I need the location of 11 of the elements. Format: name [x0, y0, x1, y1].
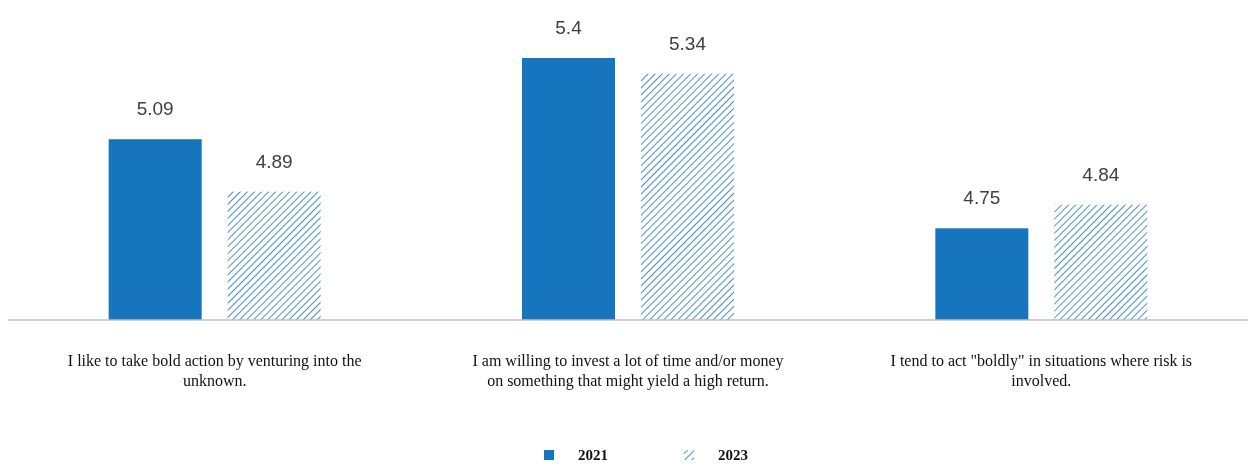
data-label: 4.89	[255, 150, 293, 172]
data-label: 5.34	[669, 32, 707, 54]
legend-label: 2021	[578, 447, 608, 463]
data-label: 4.84	[1082, 163, 1120, 185]
x-tick-label: I like to take bold action by venturing into the unknown.	[67, 352, 362, 389]
x-tick-label: I am willing to invest a lot of time and/or money on something that might yield a high return.	[472, 352, 784, 390]
legend-label: 2023	[718, 447, 748, 463]
data-label: 4.75	[963, 187, 1001, 209]
data-label: 5.09	[136, 98, 174, 120]
data-label: 5.4	[555, 17, 583, 38]
x-tick-label: I tend to act "boldly" in situations where risk is involved.	[890, 352, 1193, 389]
